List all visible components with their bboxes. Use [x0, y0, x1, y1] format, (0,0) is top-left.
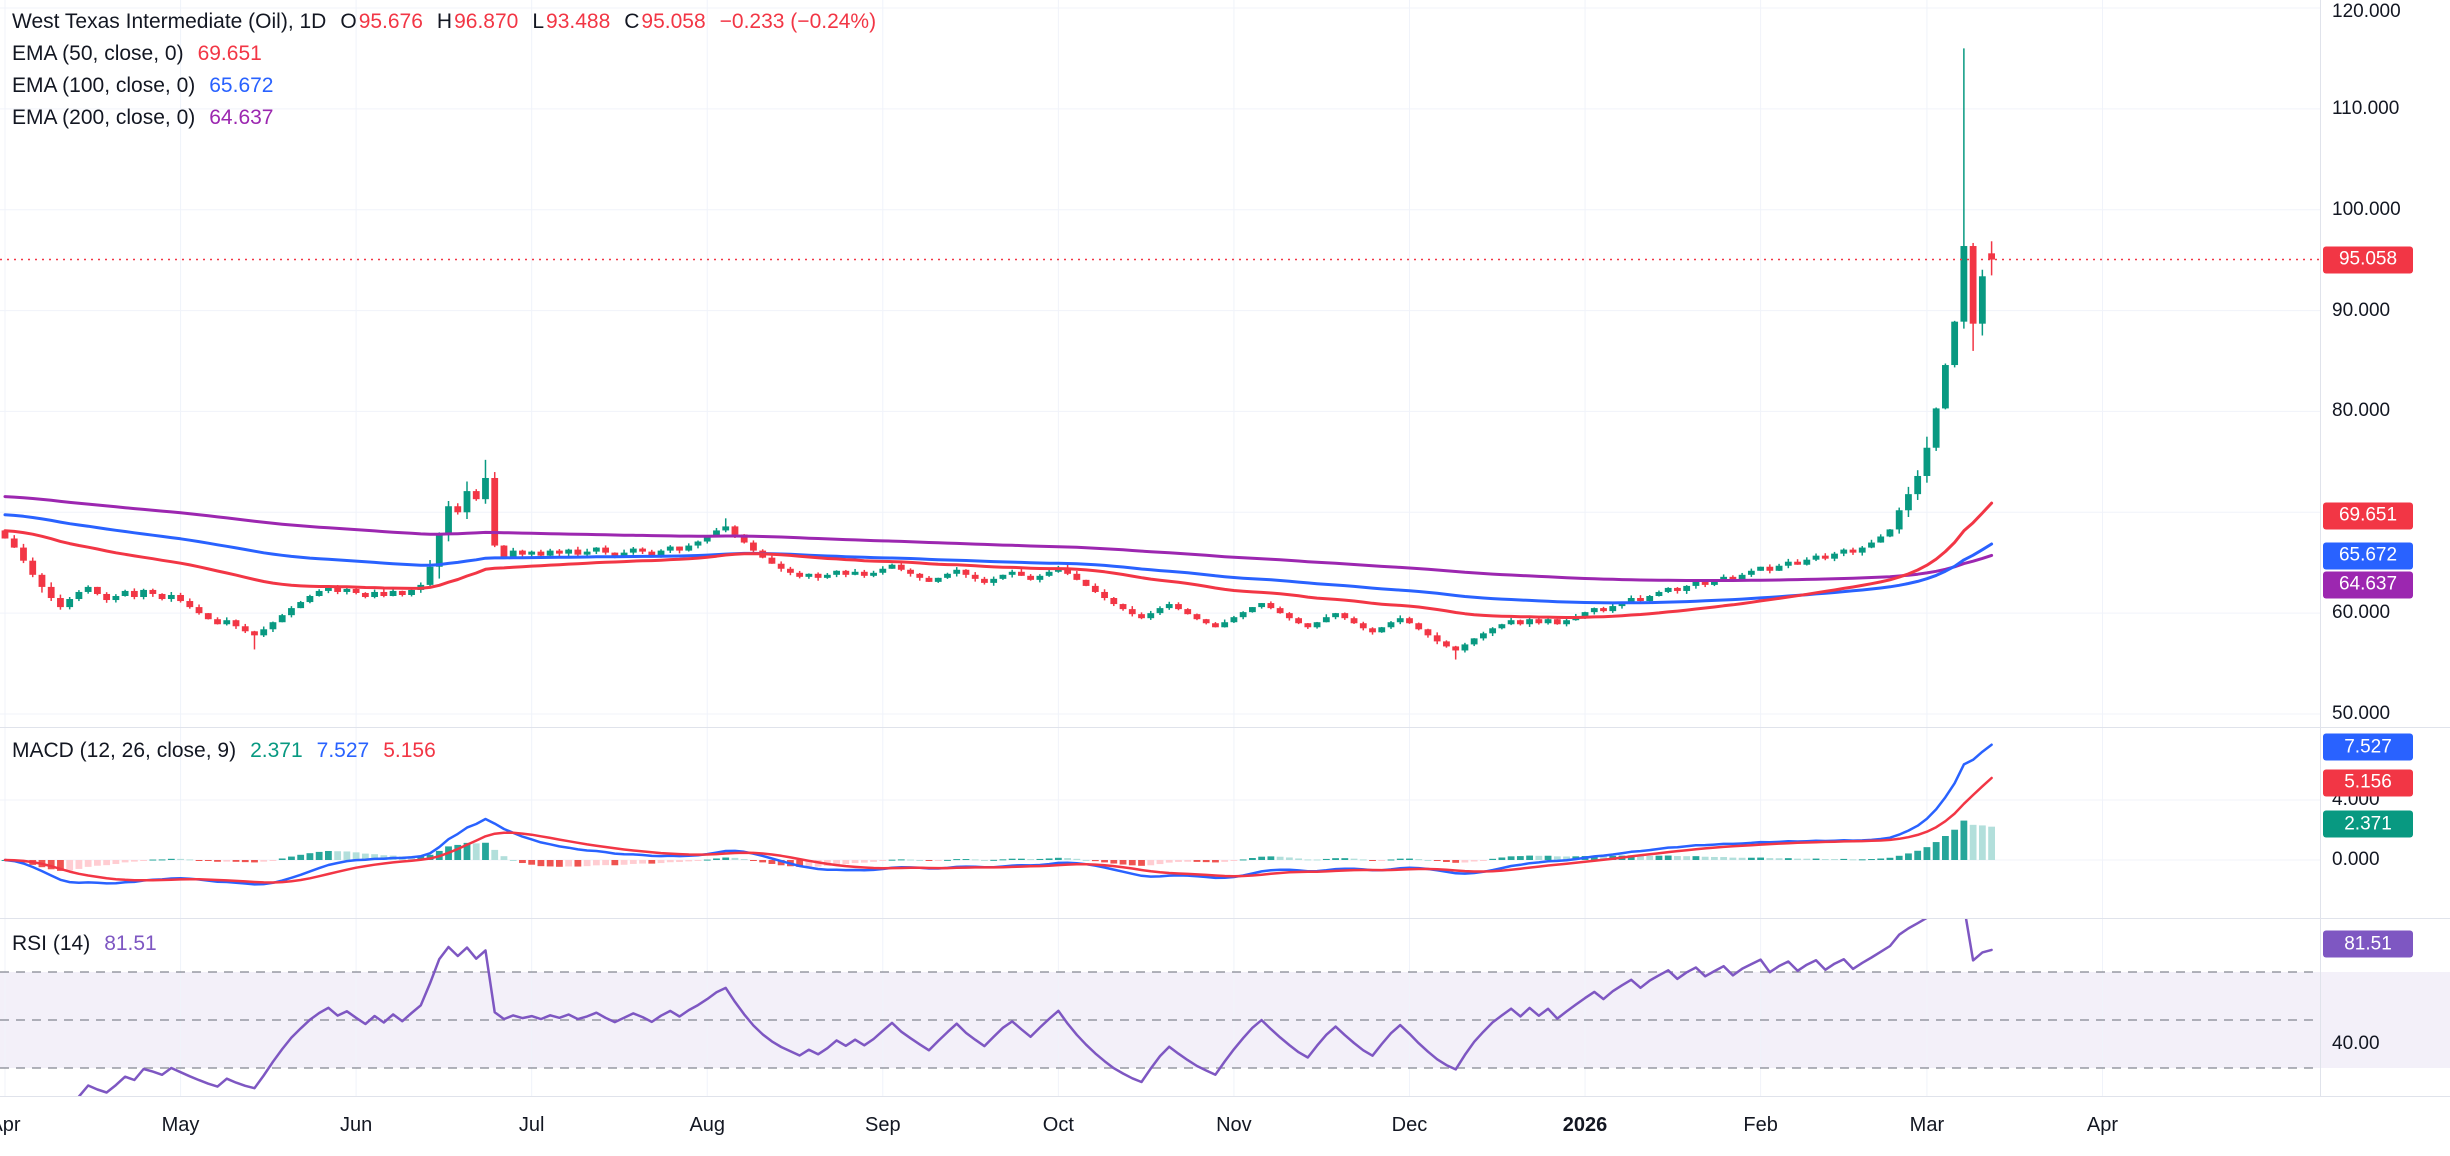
price-axis-divider [2320, 0, 2321, 1096]
time-axis-divider [0, 1096, 2450, 1097]
ema200-badge: 64.637 [2323, 571, 2413, 599]
time-axis-label-2026: 2026 [1562, 1114, 1608, 1136]
price-tick-label: 100.000 [2332, 198, 2401, 220]
ema-lines [3, 495, 1994, 619]
main-gridlines [0, 0, 2320, 727]
macd-line-badge: 7.527 [2323, 733, 2413, 761]
price-tick-label: 50.000 [2332, 702, 2391, 724]
time-axis-label-jul: Jul [518, 1114, 545, 1136]
time-axis-label-aug: Aug [689, 1114, 726, 1136]
price-tick-label: 110.000 [2332, 97, 2400, 119]
pane-divider-rsi[interactable] [0, 918, 2450, 919]
price-tick-label: 80.000 [2332, 400, 2391, 422]
macd-pane[interactable] [0, 727, 2320, 918]
time-axis-label-apr: Apr [0, 1114, 21, 1136]
price-tick-label: 120.000 [2332, 1, 2401, 22]
time-axis-label-jun: Jun [339, 1114, 373, 1136]
macd-histogram [1, 820, 1995, 871]
macd-lines [3, 743, 1993, 886]
time-axis-label-oct: Oct [1042, 1114, 1074, 1136]
rsi-tick-label: 40.00 [2332, 1033, 2380, 1054]
time-axis-label-feb: Feb [1743, 1114, 1778, 1136]
time-axis[interactable]: Apr May Jun Jul Aug Sep Oct Nov Dec 2026 Feb Mar Apr [0, 1096, 2450, 1156]
time-axis-label-mar: Mar [1909, 1114, 1945, 1136]
price-tick-label: 60.000 [2332, 602, 2391, 624]
time-axis-label-apr: Apr [2086, 1114, 2119, 1136]
rsi-badge: 81.51 [2323, 930, 2413, 958]
rsi-pane[interactable] [0, 918, 2320, 1096]
time-axis-label-may: May [161, 1114, 200, 1136]
macd-tick-label: 0.000 [2332, 849, 2380, 870]
time-axis-label-dec: Dec [1391, 1114, 1428, 1136]
time-axis-label-sep: Sep [865, 1114, 901, 1136]
rsi-line [77, 918, 1993, 1096]
ema50-badge: 69.651 [2323, 502, 2413, 530]
macd-hist-badge: 2.371 [2323, 810, 2413, 838]
price-pane[interactable] [0, 0, 2320, 727]
time-axis-label-nov: Nov [1216, 1114, 1252, 1136]
last-price-badge: 95.058 [2323, 246, 2413, 274]
pane-divider-macd[interactable] [0, 727, 2450, 728]
ema100-badge: 65.672 [2323, 542, 2413, 570]
macd-gridlines [0, 727, 2320, 918]
rsi-gridlines [0, 918, 2320, 1096]
macd-signal-badge: 5.156 [2323, 769, 2413, 797]
price-tick-label: 90.000 [2332, 299, 2391, 321]
